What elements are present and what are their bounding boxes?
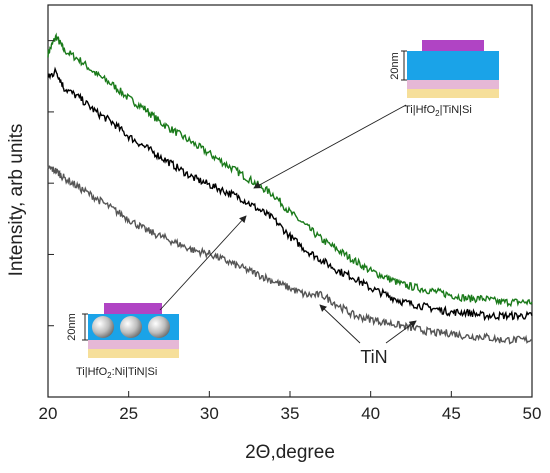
inset-bottom-label: Ti|HfO2:Ni|TiN|Si [76,366,157,380]
tin-label: TiN [360,347,387,367]
inset-bottom-tin-layer [88,340,179,349]
x-tick-label: 40 [361,404,380,423]
inset-top-ti-layer [422,40,484,51]
arrow-top-inset-to-green [253,104,407,189]
inset-top-thickness: 20nm [389,52,401,80]
inset-bottom-ni-sphere-3 [148,316,170,338]
x-tick-label: 20 [39,404,58,423]
arrow-tin-to-curve-right [385,320,417,344]
x-tick-label: 30 [200,404,219,423]
inset-top: 20nm Ti|HfO2|TiN|Si [389,40,499,118]
inset-bottom-ni-sphere-2 [120,316,142,338]
x-tick-label: 45 [442,404,461,423]
series-line-tin [47,165,533,345]
inset-top-label: Ti|HfO2|TiN|Si [404,104,472,118]
inset-bottom-ni-sphere-1 [92,316,114,338]
x-tick-label: 35 [281,404,300,423]
x-axis-title: 2Θ,degree [245,442,335,463]
series-line-ti-hfo2-ni [47,66,533,322]
series-line-ti-hfo2 [47,32,533,308]
inset-bottom-ti-layer [104,303,162,314]
x-axis-ticks: 20 25 30 35 40 45 50 [39,391,542,423]
arrow-tin-to-curve-left [319,304,361,344]
annotation-arrows [159,104,417,344]
y-axis-ticks [48,40,54,327]
inset-bottom-si-layer [88,349,179,358]
inset-bottom-thickness: 20nm [66,313,78,341]
inset-top-hfo2-layer [407,51,499,80]
inset-top-tin-layer [407,80,499,89]
series-lines [47,32,533,345]
inset-bottom: 20nm Ti|HfO2:Ni|TiN|Si [66,303,179,380]
x-tick-label: 25 [119,404,138,423]
arrow-bottom-inset-to-black [159,215,247,311]
x-tick-label: 50 [523,404,542,423]
y-axis-title: Intensity, arb units [6,124,27,277]
inset-top-si-layer [407,89,499,98]
